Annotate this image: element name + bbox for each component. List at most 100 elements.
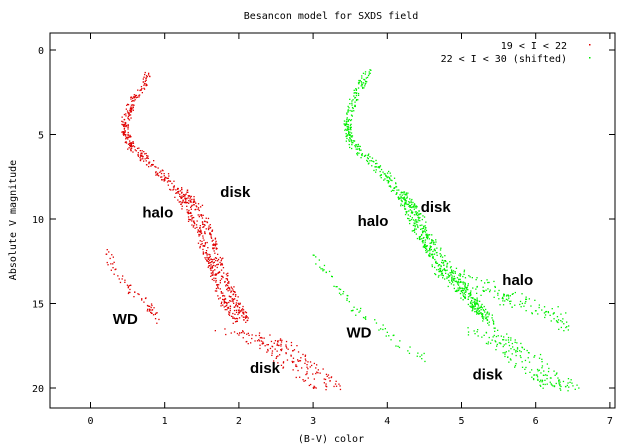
data-point	[125, 137, 127, 139]
data-point	[392, 189, 394, 191]
data-point	[124, 279, 126, 281]
data-point	[154, 313, 156, 315]
data-point	[436, 251, 438, 254]
data-point	[349, 119, 352, 122]
data-point	[227, 306, 230, 309]
data-point	[380, 328, 382, 330]
data-point	[127, 125, 129, 127]
data-point	[474, 311, 476, 313]
data-point	[234, 313, 236, 315]
data-point	[209, 265, 211, 267]
data-point	[269, 334, 271, 336]
data-point	[292, 350, 294, 352]
data-point	[207, 261, 210, 263]
data-point	[467, 283, 469, 285]
data-point	[225, 302, 228, 304]
data-point	[434, 258, 436, 261]
data-point	[177, 187, 179, 190]
data-point	[302, 379, 304, 381]
data-point	[226, 275, 228, 277]
data-point	[191, 204, 193, 206]
data-point	[202, 226, 204, 228]
data-point	[380, 177, 382, 179]
data-point	[367, 154, 369, 157]
data-point	[174, 196, 176, 198]
data-point	[357, 143, 359, 146]
data-point	[129, 140, 131, 142]
data-point	[398, 346, 401, 349]
data-point	[173, 185, 175, 187]
data-point	[232, 316, 234, 318]
data-point	[485, 331, 487, 334]
data-point	[415, 207, 417, 209]
data-point	[129, 110, 131, 112]
data-point	[217, 263, 219, 265]
data-point	[133, 96, 135, 98]
data-point	[504, 351, 506, 354]
data-point	[420, 234, 423, 236]
data-point	[211, 229, 214, 231]
data-point	[537, 370, 539, 372]
data-point	[411, 210, 413, 212]
data-point	[258, 334, 260, 337]
data-point	[349, 146, 351, 149]
data-point	[231, 298, 233, 300]
data-point	[125, 108, 127, 110]
data-point	[186, 211, 188, 213]
data-point	[262, 341, 264, 343]
data-point	[541, 381, 543, 383]
data-point	[150, 165, 152, 167]
data-point	[423, 246, 425, 248]
data-point	[292, 361, 294, 364]
data-point	[525, 310, 527, 312]
data-point	[507, 339, 510, 341]
data-point	[424, 231, 427, 233]
data-point	[141, 88, 143, 90]
data-point	[500, 343, 502, 345]
data-point	[479, 300, 481, 302]
data-point	[413, 204, 415, 206]
data-point	[406, 196, 408, 198]
data-point	[191, 220, 193, 222]
data-point	[197, 242, 200, 244]
data-point	[354, 101, 356, 103]
data-point	[409, 198, 411, 200]
data-point	[346, 121, 348, 123]
data-point	[443, 268, 445, 270]
data-point	[328, 270, 331, 273]
data-point	[405, 192, 408, 194]
data-point	[417, 216, 420, 218]
data-point	[241, 332, 243, 334]
data-point	[386, 177, 388, 179]
data-point	[466, 288, 468, 290]
data-point	[124, 130, 126, 132]
data-point	[450, 274, 452, 276]
data-point	[139, 157, 141, 159]
data-point	[209, 226, 212, 229]
data-point	[516, 342, 518, 344]
data-point	[221, 264, 224, 266]
data-point	[172, 186, 175, 188]
data-point	[370, 69, 372, 71]
data-point	[507, 336, 510, 339]
data-point	[220, 291, 222, 293]
data-point	[349, 103, 351, 105]
data-point	[357, 87, 360, 89]
data-point	[220, 275, 223, 277]
data-point	[449, 275, 451, 277]
data-point	[207, 227, 210, 229]
data-point	[122, 132, 125, 134]
data-point	[192, 226, 194, 228]
data-point	[328, 377, 330, 379]
data-point	[427, 234, 430, 236]
data-point	[123, 128, 125, 130]
data-point	[151, 304, 153, 307]
annotation-label: halo	[358, 213, 389, 230]
data-point	[200, 214, 203, 216]
data-point	[504, 300, 506, 302]
data-point	[147, 74, 150, 76]
data-point	[476, 292, 478, 294]
data-point	[499, 342, 501, 344]
data-point	[232, 293, 235, 295]
data-point	[204, 232, 206, 235]
